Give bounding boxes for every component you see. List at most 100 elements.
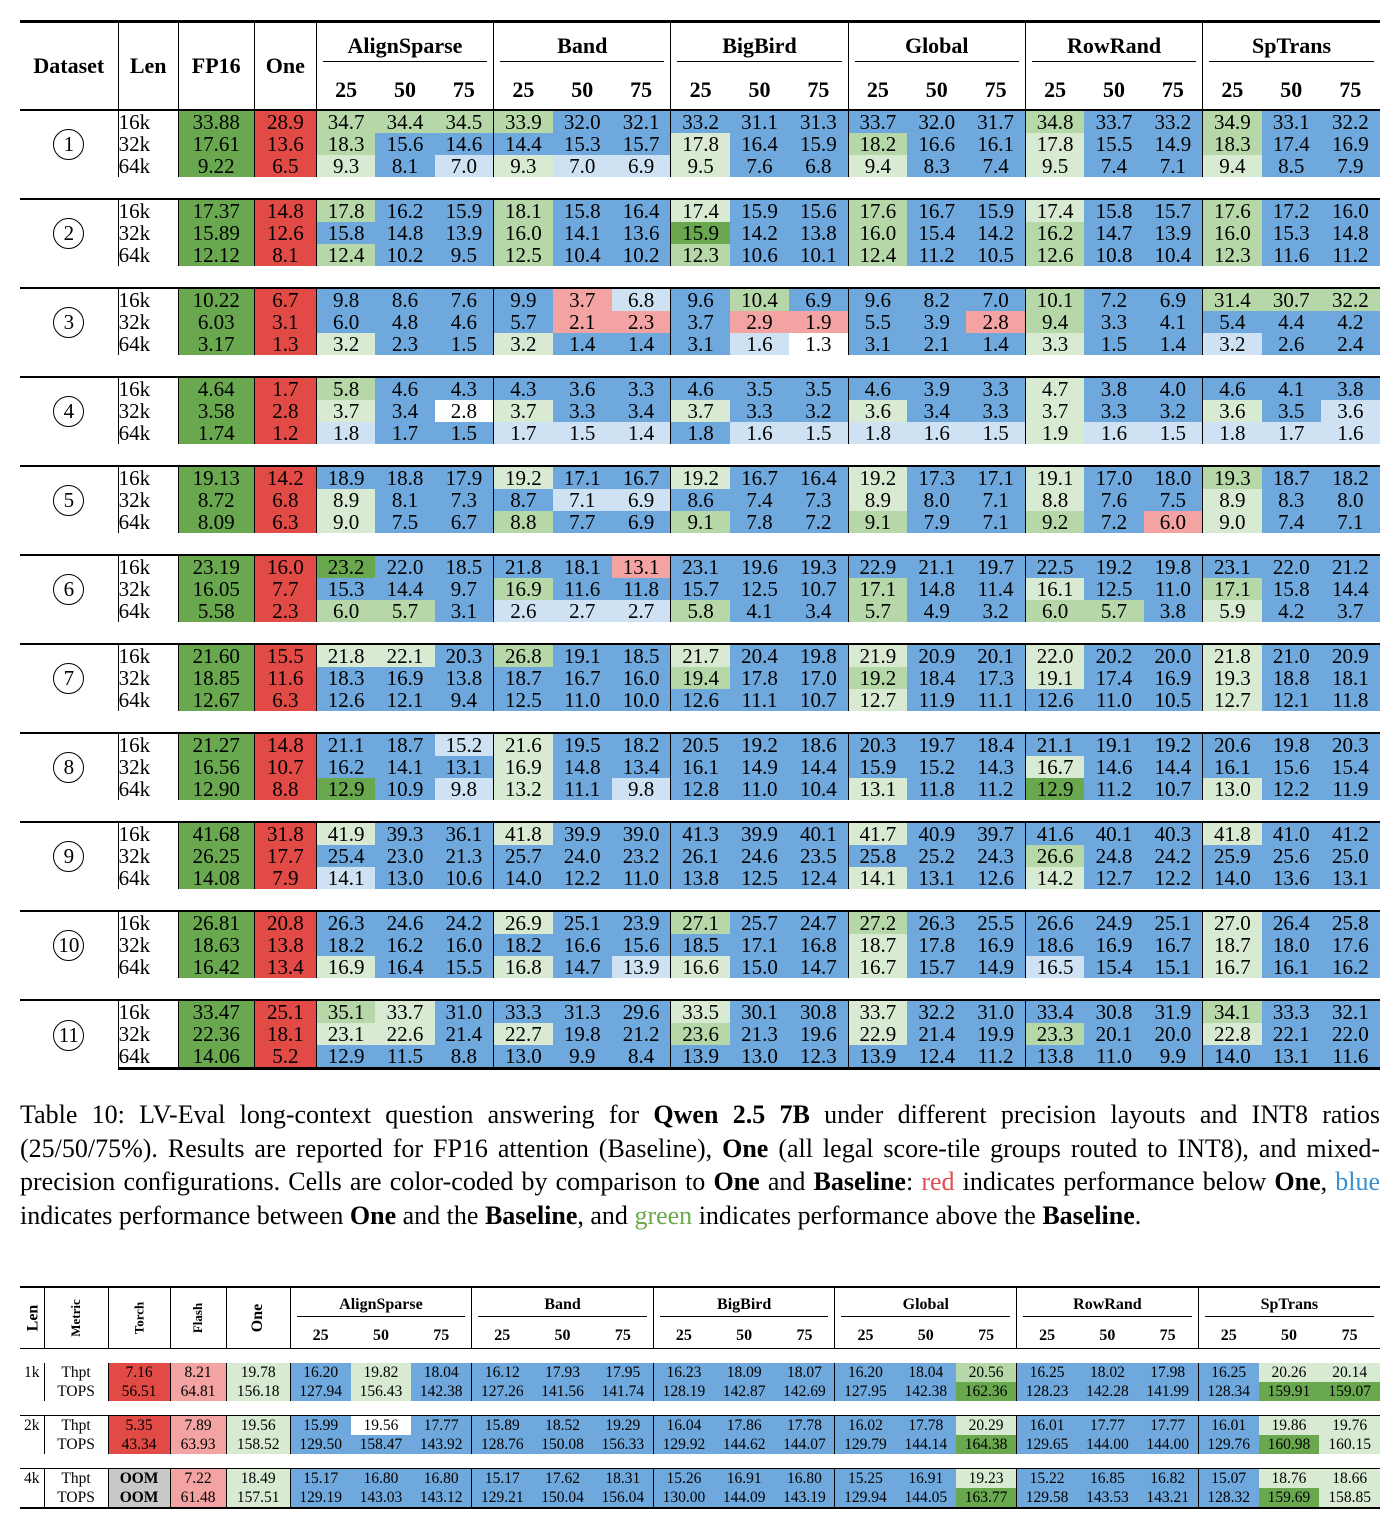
- value-cell: 20.29: [956, 1415, 1017, 1435]
- value-cell: 17.8: [729, 667, 790, 689]
- value-cell: 144.00: [1137, 1435, 1199, 1454]
- value-cell: 3.7: [315, 400, 376, 422]
- one-cell: 18.1: [253, 1023, 317, 1045]
- value-cell: 14.9: [966, 956, 1026, 978]
- value-cell: 18.6: [1024, 934, 1085, 956]
- value-cell: 15.6: [789, 198, 849, 222]
- value-cell: 129.76: [1197, 1435, 1259, 1454]
- results-table-lveval: Dataset Len FP16 One AlignSparse Band Bi…: [20, 20, 1380, 1070]
- value-cell: 21.2: [611, 1023, 671, 1045]
- value-cell: 30.8: [1084, 999, 1144, 1023]
- spacer-cell: [20, 711, 1380, 733]
- value-cell: 14.9: [1143, 133, 1203, 155]
- one-cell: 7.7: [253, 578, 317, 600]
- value-cell: 1.4: [1143, 333, 1203, 355]
- value-cell: 8.8: [434, 1045, 494, 1070]
- metric-cell: Thpt: [43, 1363, 109, 1382]
- value-cell: 19.29: [592, 1415, 654, 1435]
- fp16-cell: 19.13: [177, 465, 255, 489]
- value-cell: 1.6: [907, 422, 967, 444]
- value-cell: 11.0: [729, 778, 790, 800]
- value-cell: 21.1: [907, 554, 967, 578]
- value-cell: 16.0: [1320, 198, 1380, 222]
- value-cell: 24.2: [434, 910, 494, 934]
- value-cell: 11.0: [611, 867, 671, 889]
- ratio-header: 75: [1319, 1324, 1380, 1349]
- value-cell: 143.19: [774, 1488, 835, 1509]
- len-cell: 64k: [117, 244, 179, 266]
- value-cell: 17.95: [592, 1363, 654, 1382]
- value-cell: 7.0: [552, 155, 612, 177]
- value-cell: 18.5: [434, 554, 494, 578]
- one-cell: 6.7: [253, 287, 317, 311]
- group-spacer: [20, 444, 1380, 466]
- value-cell: 19.1: [1024, 667, 1085, 689]
- value-cell: 15.9: [847, 756, 908, 778]
- value-cell: 30.7: [1261, 287, 1321, 311]
- value-cell: 1.6: [1084, 422, 1144, 444]
- value-cell: 24.9: [1084, 910, 1144, 934]
- value-cell: 8.8: [493, 511, 553, 533]
- value-cell: 1.4: [611, 333, 671, 355]
- value-cell: 8.3: [907, 155, 967, 177]
- value-cell: 11.1: [552, 778, 612, 800]
- dataset-label: 9: [20, 821, 119, 889]
- caption-baseline: Baseline: [484, 1200, 578, 1230]
- value-cell: 22.1: [375, 643, 435, 667]
- value-cell: 16.7: [847, 956, 908, 978]
- ratio-header: 50: [729, 71, 790, 111]
- value-cell: 16.9: [493, 578, 553, 600]
- value-cell: 17.9: [434, 465, 494, 489]
- value-cell: 33.7: [847, 999, 908, 1023]
- len-cell: 32k: [117, 756, 179, 778]
- value-cell: 14.8: [552, 756, 612, 778]
- value-cell: 18.8: [375, 465, 435, 489]
- value-cell: 20.3: [434, 643, 494, 667]
- table-row: 2k Thpt 5.35 7.89 19.56 15.99 19.56 17.77 15.89 1…: [20, 1415, 1380, 1435]
- value-cell: 23.5: [789, 845, 849, 867]
- value-cell: 11.2: [966, 1045, 1026, 1070]
- value-cell: 20.3: [1320, 732, 1380, 756]
- value-cell: 4.1: [729, 600, 790, 622]
- table-row: 32k 8.72 6.8 8.9 8.1 7.3 8.7 7.1 6.9 8.6 7.4 7.3 8.9…: [20, 489, 1380, 511]
- fp16-cell: 14.06: [177, 1045, 255, 1070]
- value-cell: 2.1: [907, 333, 967, 355]
- fp16-cell: 41.68: [177, 821, 255, 845]
- value-cell: 1.5: [789, 422, 849, 444]
- value-cell: 25.0: [1320, 845, 1380, 867]
- ratio-header: 25: [289, 1324, 351, 1349]
- value-cell: 10.4: [1143, 244, 1203, 266]
- value-cell: 16.9: [375, 667, 435, 689]
- value-cell: 12.7: [1202, 689, 1262, 711]
- value-cell: 143.53: [1077, 1488, 1138, 1509]
- value-cell: 3.1: [434, 600, 494, 622]
- value-cell: 15.9: [434, 198, 494, 222]
- one-cell: 8.1: [253, 244, 317, 266]
- value-cell: 26.3: [315, 910, 376, 934]
- value-cell: 12.2: [1143, 867, 1203, 889]
- len-cell: [20, 1488, 45, 1509]
- len-cell: 32k: [117, 133, 179, 155]
- value-cell: 22.8: [1202, 1023, 1262, 1045]
- value-cell: 16.2: [375, 934, 435, 956]
- ratio-header: 25: [1024, 71, 1085, 111]
- value-cell: 17.1: [847, 578, 908, 600]
- one-cell: 14.8: [253, 732, 317, 756]
- flash-cell: 7.89: [169, 1415, 227, 1435]
- value-cell: 128.23: [1016, 1382, 1078, 1401]
- value-cell: 25.9: [1202, 845, 1262, 867]
- value-cell: 9.3: [493, 155, 553, 177]
- len-cell: 32k: [117, 934, 179, 956]
- ratio-header: 50: [713, 1324, 775, 1349]
- fp16-cell: 17.37: [177, 198, 255, 222]
- group-spacer: [20, 1401, 1380, 1416]
- value-cell: 143.21: [1137, 1488, 1199, 1509]
- value-cell: 31.3: [552, 999, 612, 1023]
- value-cell: 12.5: [729, 578, 790, 600]
- value-cell: 1.8: [315, 422, 376, 444]
- value-cell: 16.8: [789, 934, 849, 956]
- value-cell: 7.1: [966, 489, 1026, 511]
- value-cell: 25.7: [493, 845, 553, 867]
- len-cell: 64k: [117, 422, 179, 444]
- value-cell: 21.7: [670, 643, 730, 667]
